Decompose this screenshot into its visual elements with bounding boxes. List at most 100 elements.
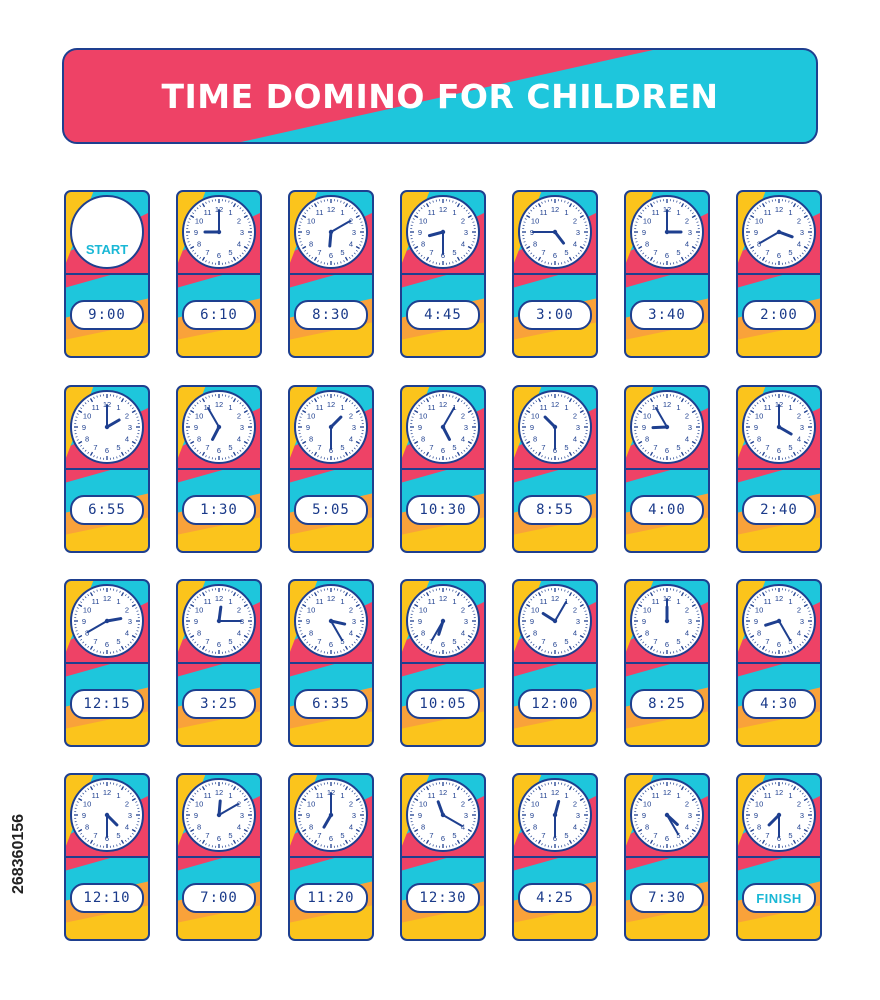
digital-time: 8:30 (312, 307, 350, 323)
clock-numeral: 3 (688, 811, 692, 820)
clock-numeral: 1 (788, 208, 792, 217)
hour-hand (441, 425, 451, 441)
clock-numeral: 10 (83, 412, 91, 421)
clock-numeral: 11 (316, 791, 324, 800)
clock-numeral: 6 (553, 834, 557, 843)
clock-numeral: 8 (645, 240, 649, 249)
clock-numeral: 11 (204, 208, 212, 217)
clock-numeral: 1 (116, 791, 120, 800)
domino-tile: 12 1 2 3 4 5 6 7 8 9 10 11 4:30 (736, 579, 822, 747)
clock-numeral: 6 (329, 251, 333, 260)
clock-numeral: 9 (642, 617, 646, 626)
hour-hand (105, 813, 119, 827)
domino-tile: 12 1 2 3 4 5 6 7 8 9 10 11 3:25 (176, 579, 262, 747)
stock-id-text: 268360156 (10, 813, 27, 895)
digital-time: 1:30 (200, 502, 238, 518)
clock-numeral: 12 (663, 788, 671, 797)
clock-numeral: 7 (653, 248, 657, 257)
clock-numeral: 3 (576, 423, 580, 432)
clock-numeral: 8 (645, 435, 649, 444)
digital-time: 2:00 (760, 307, 798, 323)
digital-time: 6:55 (88, 502, 126, 518)
clock-numeral: 9 (82, 811, 86, 820)
clock-numeral: 6 (553, 640, 557, 649)
digital-time: 12:10 (83, 890, 131, 906)
clock-numeral: 8 (197, 435, 201, 444)
clock-numeral: 6 (777, 446, 781, 455)
clock-numeral: 3 (464, 228, 468, 237)
clock-numeral: 3 (128, 423, 132, 432)
clock-numeral: 4 (237, 435, 241, 444)
clock-numeral: 1 (676, 208, 680, 217)
clock-numeral: 7 (317, 637, 321, 646)
clock-numeral: 7 (93, 831, 97, 840)
clock-numeral: 12 (103, 788, 111, 797)
clock-numeral: 2 (237, 606, 241, 615)
clock-numeral: 4 (461, 823, 465, 832)
clock-numeral: 4 (349, 435, 353, 444)
clock-numeral: 1 (116, 597, 120, 606)
minute-hand (442, 406, 455, 428)
clock-numeral: 4 (573, 435, 577, 444)
clock-numeral: 4 (461, 629, 465, 638)
clock-numeral: 1 (564, 208, 568, 217)
clock-numeral: 5 (564, 248, 568, 257)
clock-numeral: 12 (327, 400, 335, 409)
clock-numeral: 2 (797, 217, 801, 226)
clock-numeral: 12 (439, 400, 447, 409)
clock-numeral: 11 (204, 791, 212, 800)
clock-numeral: 2 (573, 606, 577, 615)
clock-numeral: 11 (652, 208, 660, 217)
minute-hand (666, 814, 679, 836)
clock-numeral: 8 (533, 629, 537, 638)
clock-numeral: 7 (205, 637, 209, 646)
clock-numeral: 9 (754, 423, 758, 432)
clock-numeral: 6 (441, 640, 445, 649)
clock-numeral: 7 (653, 443, 657, 452)
clock-numeral: 9 (82, 617, 86, 626)
hour-hand (777, 230, 794, 239)
clock-numeral: 9 (194, 617, 198, 626)
clock-numeral: 4 (237, 823, 241, 832)
clock-numeral: 1 (340, 208, 344, 217)
domino-tile: 12 1 2 3 4 5 6 7 8 9 10 11 5:05 (288, 385, 374, 553)
domino-tile: START 9:00 (64, 190, 150, 358)
clock-numeral: 1 (340, 791, 344, 800)
hour-hand (217, 605, 223, 623)
clock-numeral: 1 (788, 403, 792, 412)
clock-numeral: 11 (764, 597, 772, 606)
clock-numeral: 11 (764, 403, 772, 412)
clock-numeral: 9 (754, 811, 758, 820)
clock-numeral: 7 (765, 443, 769, 452)
clock-numeral: 6 (329, 834, 333, 843)
start-label: START (85, 241, 129, 257)
clock-numeral: 12 (551, 400, 559, 409)
clock-numeral: 9 (530, 811, 534, 820)
clock-numeral: 9 (306, 811, 310, 820)
clock-numeral: 9 (306, 228, 310, 237)
clock-numeral: 11 (428, 597, 436, 606)
clock-numeral: 9 (642, 811, 646, 820)
clock-numeral: 7 (317, 443, 321, 452)
clock-numeral: 11 (652, 791, 660, 800)
digital-time: 10:05 (419, 696, 467, 712)
clock-numeral: 7 (205, 443, 209, 452)
clock-numeral: 10 (307, 412, 315, 421)
clock-numeral: 4 (461, 435, 465, 444)
clock-numeral: 2 (461, 412, 465, 421)
clock-numeral: 6 (777, 834, 781, 843)
clock-numeral: 4 (125, 823, 129, 832)
clock-numeral: 11 (540, 403, 548, 412)
clock-numeral: 10 (195, 412, 203, 421)
